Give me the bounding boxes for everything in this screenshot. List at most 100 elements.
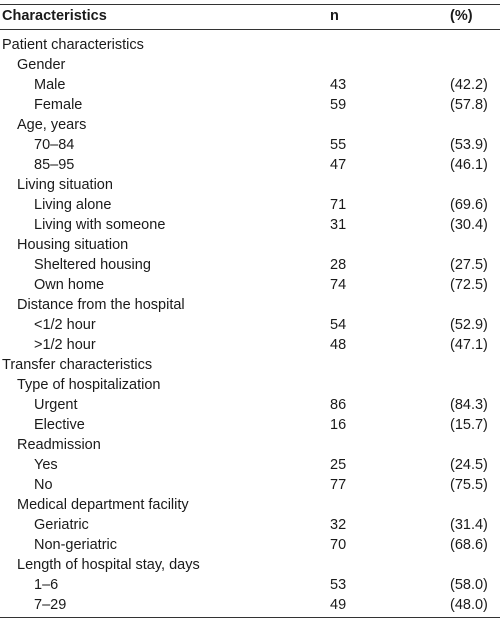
table-row: No 77 (75.5) (0, 475, 500, 495)
table-row: Living alone 71 (69.6) (0, 195, 500, 215)
row-label: >1/2 hour (34, 337, 96, 353)
row-label: Length of hospital stay, days (17, 557, 200, 573)
table-row: 1–6 53 (58.0) (0, 575, 500, 595)
row-pct: (58.0) (450, 577, 488, 593)
table-row: 70–84 55 (53.9) (0, 135, 500, 155)
header-characteristics: Characteristics (2, 8, 107, 24)
row-n: 43 (330, 77, 347, 93)
table-row: Age, years (0, 115, 500, 135)
row-n: 28 (330, 257, 347, 273)
row-n: 49 (330, 597, 347, 613)
table-row: Geriatric 32 (31.4) (0, 515, 500, 535)
row-label: 85–95 (34, 157, 75, 173)
row-pct: (69.6) (450, 197, 488, 213)
row-label: Living situation (17, 177, 113, 193)
row-label: Type of hospitalization (17, 377, 161, 393)
table-row: Distance from the hospital (0, 295, 500, 315)
row-n: 31 (330, 217, 347, 233)
table-row: Male 43 (42.2) (0, 75, 500, 95)
table-row: Yes 25 (24.5) (0, 455, 500, 475)
row-label: Non-geriatric (34, 537, 117, 553)
row-n: 86 (330, 397, 347, 413)
row-pct: (15.7) (450, 417, 488, 433)
row-label: No (34, 477, 53, 493)
table-row: Sheltered housing 28 (27.5) (0, 255, 500, 275)
row-label: Patient characteristics (2, 37, 144, 53)
table-row: Medical department facility (0, 495, 500, 515)
row-label: Distance from the hospital (17, 297, 185, 313)
row-n: 74 (330, 277, 347, 293)
bottom-rule (0, 617, 500, 618)
row-label: Own home (34, 277, 105, 293)
header-row: Characteristics n (%) (0, 6, 500, 26)
top-rule (0, 4, 500, 5)
table-row: Own home 74 (72.5) (0, 275, 500, 295)
row-label: Readmission (17, 437, 101, 453)
table-row: Patient characteristics (0, 35, 500, 55)
row-n: 48 (330, 337, 347, 353)
row-label: 1–6 (34, 577, 59, 593)
header-rule (0, 29, 500, 30)
row-label: <1/2 hour (34, 317, 96, 333)
row-pct: (53.9) (450, 137, 488, 153)
row-n: 59 (330, 97, 347, 113)
table-row: Female 59 (57.8) (0, 95, 500, 115)
row-label: Living alone (34, 197, 112, 213)
row-pct: (84.3) (450, 397, 488, 413)
row-pct: (31.4) (450, 517, 488, 533)
row-pct: (68.6) (450, 537, 488, 553)
row-label: Housing situation (17, 237, 129, 253)
row-n: 55 (330, 137, 347, 153)
row-n: 47 (330, 157, 347, 173)
header-pct: (%) (450, 8, 473, 24)
table-row: >1/2 hour 48 (47.1) (0, 335, 500, 355)
row-pct: (27.5) (450, 257, 488, 273)
table-row: Elective 16 (15.7) (0, 415, 500, 435)
row-label: Sheltered housing (34, 257, 151, 273)
row-pct: (47.1) (450, 337, 488, 353)
row-n: 77 (330, 477, 347, 493)
header-n: n (330, 8, 339, 24)
row-label: 70–84 (34, 137, 75, 153)
table-row: Non-geriatric 70 (68.6) (0, 535, 500, 555)
table-row: Living situation (0, 175, 500, 195)
row-pct: (48.0) (450, 597, 488, 613)
row-n: 54 (330, 317, 347, 333)
row-label: Urgent (34, 397, 78, 413)
row-n: 70 (330, 537, 347, 553)
row-n: 16 (330, 417, 347, 433)
table-row: Transfer characteristics (0, 355, 500, 375)
table-row: Urgent 86 (84.3) (0, 395, 500, 415)
table-row: Length of hospital stay, days (0, 555, 500, 575)
row-n: 32 (330, 517, 347, 533)
table-row: 85–95 47 (46.1) (0, 155, 500, 175)
row-n: 25 (330, 457, 347, 473)
table-row: <1/2 hour 54 (52.9) (0, 315, 500, 335)
row-label: Geriatric (34, 517, 89, 533)
row-pct: (46.1) (450, 157, 488, 173)
row-label: Medical department facility (17, 497, 189, 513)
row-pct: (24.5) (450, 457, 488, 473)
row-pct: (42.2) (450, 77, 488, 93)
row-label: Male (34, 77, 66, 93)
table-row: Living with someone 31 (30.4) (0, 215, 500, 235)
table-row: 7–29 49 (48.0) (0, 595, 500, 615)
table-row: Readmission (0, 435, 500, 455)
row-label: Yes (34, 457, 58, 473)
row-label: Age, years (17, 117, 87, 133)
row-label: Transfer characteristics (2, 357, 153, 373)
row-label: Female (34, 97, 83, 113)
row-pct: (57.8) (450, 97, 488, 113)
row-label: Elective (34, 417, 85, 433)
table-row: Gender (0, 55, 500, 75)
row-label: Gender (17, 57, 66, 73)
table-row: Housing situation (0, 235, 500, 255)
row-pct: (75.5) (450, 477, 488, 493)
row-n: 53 (330, 577, 347, 593)
row-pct: (30.4) (450, 217, 488, 233)
row-pct: (72.5) (450, 277, 488, 293)
row-label: Living with someone (34, 217, 166, 233)
row-pct: (52.9) (450, 317, 488, 333)
table-row: Type of hospitalization (0, 375, 500, 395)
